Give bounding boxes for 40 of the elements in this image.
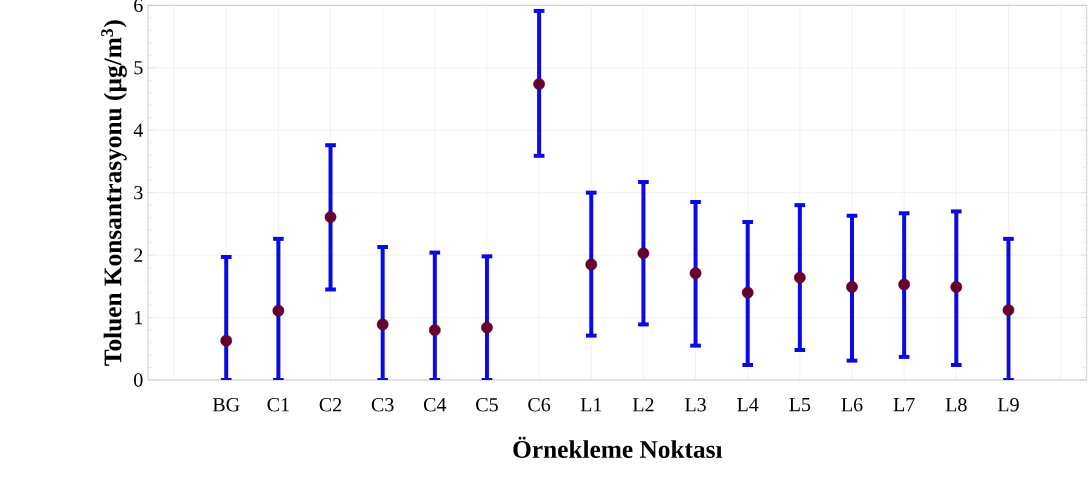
- x-tick-label: BG: [212, 398, 240, 412]
- point: [533, 78, 545, 90]
- x-tick-label: L9: [997, 398, 1019, 412]
- point: [428, 324, 441, 336]
- x-tick-label: L1: [580, 398, 602, 412]
- y-tick-label: 1: [135, 310, 143, 325]
- x-tick-label: L8: [945, 398, 967, 412]
- y-tick-label: 4: [133, 123, 143, 137]
- x-tick-label: L2: [632, 398, 654, 412]
- y-axis-title: Toluen Konsantrasyonu (µg/m$^{3}$): [101, 20, 127, 366]
- y-tick-label: 2: [134, 248, 143, 262]
- point: [585, 258, 598, 271]
- point: [689, 267, 702, 280]
- point: [637, 247, 650, 260]
- x-tick-label: C3: [371, 398, 394, 412]
- point: [741, 286, 754, 299]
- point: [376, 318, 389, 331]
- x-tick-label: L4: [737, 398, 759, 412]
- x-tick-label: L7: [893, 398, 915, 412]
- point: [272, 304, 285, 317]
- point: [324, 211, 337, 223]
- point: [846, 281, 858, 293]
- point: [481, 321, 493, 334]
- x-tick-label: C2: [319, 398, 342, 412]
- x-tick-label: L5: [789, 398, 811, 412]
- x-tick-label: L3: [685, 398, 706, 412]
- point: [1002, 304, 1015, 316]
- x-tick-label: C1: [267, 398, 289, 412]
- point: [220, 334, 233, 347]
- y-tick-label: 3: [134, 185, 143, 200]
- x-tick-label: C4: [423, 398, 447, 412]
- point: [898, 278, 911, 291]
- y-tick-label: 0: [134, 373, 143, 387]
- y-tick-label: 5: [134, 61, 143, 75]
- point: [950, 281, 963, 293]
- x-axis-title: Örnekleme Noktası: [513, 436, 723, 459]
- x-tick-label: L6: [841, 398, 863, 412]
- x-tick-label: C5: [476, 398, 498, 412]
- x-tick-label: C6: [528, 398, 551, 412]
- point: [793, 271, 806, 284]
